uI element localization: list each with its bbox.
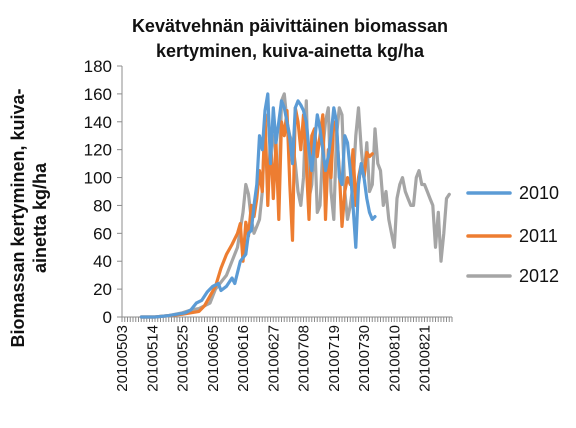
x-axis: 20100503 20100514 20100525 20100605 20100616… <box>114 316 453 392</box>
x-tick-label: 20100605 <box>205 325 222 392</box>
chart-title-line-2: kertyminen, kuiva-ainetta kg/ha <box>156 41 425 61</box>
y-tick-label: 40 <box>93 252 112 271</box>
y-axis-label-line-1: Biomassan kertyminen, kuiva- <box>8 88 28 347</box>
x-tick-label: 20100525 <box>175 325 192 392</box>
series-line-2011 <box>139 106 374 319</box>
legend-label-2010: 2010 <box>519 183 559 203</box>
y-tick-label: 160 <box>84 85 112 104</box>
x-tick-label: 20100730 <box>356 325 373 392</box>
x-tick-label: 20100627 <box>265 325 282 392</box>
chart-title-line-1: Kevätvehnän päivittäinen biomassan <box>132 16 448 36</box>
y-tick-label: 0 <box>103 308 112 327</box>
y-axis-label-line-2: ainetta kg/ha <box>30 162 50 273</box>
legend: 2010 2011 2012 <box>466 183 559 286</box>
x-tick-label: 20100821 <box>417 325 434 392</box>
x-tick-label: 20100616 <box>235 325 252 392</box>
y-tick-label: 80 <box>93 196 112 215</box>
x-tick-label: 20100514 <box>144 325 161 392</box>
x-tick-label: 20100503 <box>114 325 131 392</box>
y-tick-label: 20 <box>93 280 112 299</box>
y-axis: 0 20 40 60 80 100 120 140 160 180 <box>84 57 123 327</box>
legend-label-2011: 2011 <box>519 226 558 246</box>
y-tick-label: 100 <box>84 169 112 188</box>
series-line-2012 <box>139 92 451 319</box>
x-tick-label: 20100719 <box>326 325 343 392</box>
x-tick-label: 20100708 <box>296 325 313 392</box>
y-tick-label: 60 <box>93 224 112 243</box>
y-tick-label: 140 <box>84 113 112 132</box>
series-line-2010 <box>139 92 377 319</box>
legend-label-2012: 2012 <box>519 266 559 286</box>
x-tick-label: 20100810 <box>386 325 403 392</box>
y-tick-label: 120 <box>84 141 112 160</box>
plot-series <box>139 92 451 319</box>
y-tick-label: 180 <box>84 57 112 76</box>
